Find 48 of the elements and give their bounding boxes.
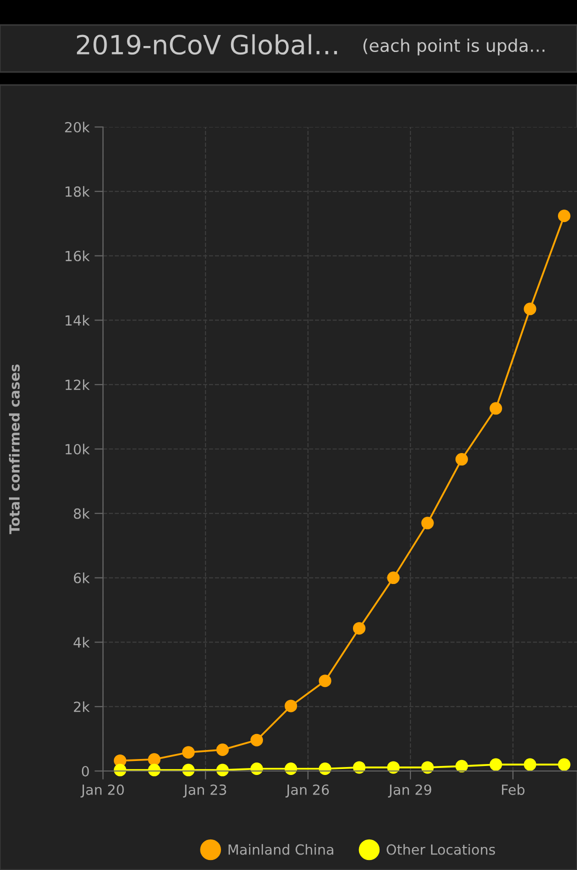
y-tick-label: 8k — [74, 508, 90, 519]
point — [148, 753, 160, 766]
y-tick-label: 6k — [74, 572, 90, 584]
y-axis-title: Total confirmed cases — [8, 364, 20, 534]
point — [250, 734, 263, 746]
y-tick-label: 10k — [66, 444, 90, 454]
x-tick-label: Jan 29 — [388, 784, 432, 798]
x-tick-label: Jan 23 — [183, 784, 226, 798]
point — [284, 762, 298, 775]
point — [524, 758, 536, 771]
point — [182, 764, 195, 776]
point — [490, 758, 502, 771]
y-tick-label: 18k — [66, 186, 90, 197]
y-tick-label: 4k — [74, 636, 90, 648]
point — [216, 764, 229, 776]
y-tick-label: 12k — [66, 379, 90, 390]
y-tick-label: 0 — [82, 766, 89, 776]
point — [352, 622, 366, 635]
point — [421, 516, 434, 530]
point — [148, 764, 160, 776]
y-tick-label: 14k — [66, 314, 90, 326]
point — [352, 761, 366, 774]
y-tick-label: 20k — [65, 122, 90, 132]
point — [387, 572, 400, 584]
point — [558, 758, 570, 771]
point — [490, 402, 502, 415]
legend-label: Other Locations — [386, 844, 496, 855]
point — [318, 674, 332, 688]
point — [558, 210, 570, 222]
point — [455, 453, 468, 466]
y-tick-label: 2k — [74, 701, 90, 712]
point — [524, 302, 536, 316]
x-tick-label: Feb — [502, 784, 524, 795]
point — [284, 700, 298, 712]
point — [114, 764, 126, 776]
x-tick-label: Jan 20 — [80, 784, 124, 798]
point — [318, 762, 332, 775]
point — [387, 761, 400, 774]
x-tick-label: Jan 26 — [286, 784, 329, 798]
point — [455, 760, 468, 772]
chart-title: 2019-nCoV Global… — [76, 34, 337, 55]
point — [216, 744, 229, 756]
legend-label: Mainland China — [228, 844, 334, 855]
point — [421, 761, 434, 774]
point — [182, 746, 195, 759]
point — [250, 762, 263, 775]
chart-subtitle: (each point is upda… — [363, 38, 544, 56]
y-tick-label: 16k — [66, 250, 90, 262]
